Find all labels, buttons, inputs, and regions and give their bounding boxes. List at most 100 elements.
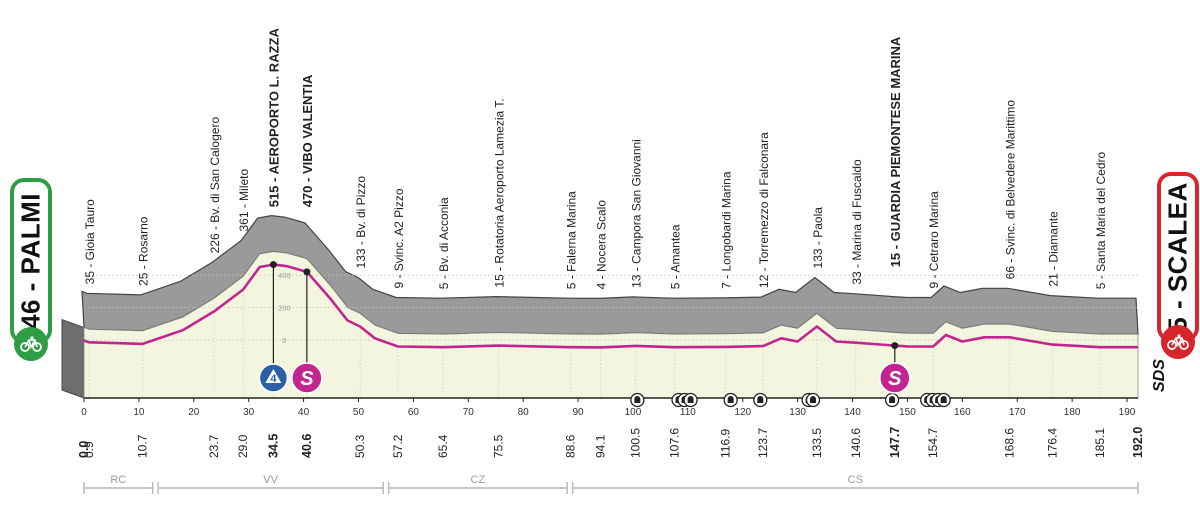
tunnel-arch bbox=[757, 396, 764, 403]
distance-label: 176.4 bbox=[1045, 428, 1059, 458]
kom-category: 4 bbox=[270, 373, 277, 385]
distance-label: 185.1 bbox=[1093, 428, 1107, 458]
x-tick-label: 160 bbox=[954, 407, 971, 418]
marker-dot bbox=[269, 261, 277, 269]
location-label: 5 - Santa Maria del Cedro bbox=[1094, 151, 1108, 289]
distance-label: 147.7 bbox=[888, 427, 902, 458]
tunnel-icon bbox=[753, 392, 768, 408]
tunnel-arch bbox=[940, 396, 947, 403]
x-tick-label: 0 bbox=[81, 407, 87, 418]
profile-left-cap bbox=[61, 318, 85, 399]
x-tick-label: 90 bbox=[573, 407, 585, 418]
location-label: 7 - Longobardi Marina bbox=[720, 171, 734, 289]
distance-label: 0.0 bbox=[77, 441, 91, 458]
finish-badge: 5 - SCALEA bbox=[1157, 172, 1199, 359]
location-label: 33 - Marina di Fuscaldo bbox=[850, 159, 864, 285]
location-label: 515 - AEROPORTO L. RAZZA bbox=[266, 28, 281, 208]
x-tick-label: 180 bbox=[1064, 407, 1081, 418]
brand-logo: SDS bbox=[1151, 359, 1168, 392]
start-label: 46 - PALMI bbox=[15, 193, 46, 329]
location-label: 13 - Campora San Giovanni bbox=[630, 139, 644, 288]
x-tick-label: 140 bbox=[844, 407, 861, 418]
x-tick-label: 40 bbox=[298, 407, 310, 418]
tunnel-icon bbox=[683, 392, 698, 408]
tunnel-icon bbox=[805, 392, 821, 408]
bicycle-icon bbox=[14, 327, 48, 361]
location-label: 133 - Paola bbox=[811, 207, 825, 269]
x-tick-label: 100 bbox=[625, 407, 642, 418]
distance-label: 40.6 bbox=[300, 434, 314, 458]
tunnel-arch bbox=[634, 396, 641, 403]
distance-label: 88.6 bbox=[563, 434, 577, 458]
location-label: 9 - Cetraro Marina bbox=[927, 191, 941, 289]
distance-label: 133.5 bbox=[810, 428, 824, 458]
x-tick-label: 50 bbox=[353, 407, 365, 418]
distance-label: 29.0 bbox=[236, 434, 250, 458]
x-tick-label: 190 bbox=[1119, 407, 1136, 418]
distance-label: 75.5 bbox=[491, 434, 505, 458]
location-label: 21 - Diamante bbox=[1046, 211, 1060, 287]
distance-label: 50.3 bbox=[353, 434, 367, 458]
x-tick-label: 110 bbox=[680, 407, 696, 418]
distance-label: 100.5 bbox=[629, 428, 643, 458]
bicycle-icon bbox=[1161, 325, 1195, 359]
province-label: CS bbox=[848, 474, 863, 486]
location-label: 9 - Svinc. A2 Pizzo bbox=[392, 188, 406, 288]
x-tick-label: 80 bbox=[518, 407, 530, 418]
sprint-badge bbox=[879, 362, 911, 394]
location-label: 12 - Torremezzo di Falconara bbox=[757, 132, 771, 288]
province-label: VV bbox=[263, 474, 278, 486]
tunnel-icon bbox=[723, 392, 738, 408]
location-label: 35 - Gioia Tauro bbox=[83, 199, 97, 284]
x-tick-label: 170 bbox=[1009, 407, 1026, 418]
distance-label: 23.7 bbox=[207, 434, 221, 458]
altitude-tick-label: 400 bbox=[278, 271, 291, 280]
distance-label: 168.6 bbox=[1003, 428, 1017, 458]
x-tick-label: 120 bbox=[734, 407, 751, 418]
location-label: 25 - Rosarno bbox=[137, 216, 151, 286]
distance-label: 107.6 bbox=[668, 428, 682, 458]
location-label: 5 - Bv. di Acconia bbox=[437, 197, 451, 289]
province-label: RC bbox=[110, 474, 126, 486]
distance-label: 140.6 bbox=[849, 428, 863, 458]
sprint-badge-label: S bbox=[888, 368, 902, 390]
distance-label: 192.0 bbox=[1131, 427, 1145, 458]
altitude-tick-label: 200 bbox=[278, 304, 291, 313]
location-label: 5 - Amantea bbox=[669, 224, 683, 289]
x-tick-label: 60 bbox=[408, 407, 420, 418]
distance-label: 10.7 bbox=[136, 434, 150, 458]
altitude-tick-label: 0 bbox=[282, 336, 286, 345]
x-tick-label: 20 bbox=[188, 407, 200, 418]
distance-label: 116.9 bbox=[719, 429, 733, 458]
distance-label: 94.1 bbox=[594, 434, 608, 458]
sprint-badge-label: S bbox=[300, 368, 314, 390]
x-tick-label: 30 bbox=[243, 407, 255, 418]
marker-dot bbox=[303, 268, 311, 276]
x-tick-label: 10 bbox=[133, 407, 145, 418]
tunnel-icon bbox=[936, 392, 951, 408]
route-line bbox=[83, 263, 1138, 349]
profile-face bbox=[83, 251, 1139, 399]
marker-dot bbox=[891, 342, 899, 350]
location-label: 133 - Bv. di Pizzo bbox=[354, 176, 368, 269]
start-badge: 46 - PALMI bbox=[10, 178, 52, 361]
location-label: 15 - GUARDIA PIEMONTESE MARINA bbox=[888, 36, 903, 267]
tunnel-arch bbox=[889, 396, 896, 403]
sprint-badge bbox=[291, 362, 323, 394]
tunnel-icon bbox=[630, 392, 645, 408]
location-label: 15 - Rotatoria Aeroporto Lamezia T. bbox=[492, 98, 506, 287]
location-label: 4 - Nocera Scalo bbox=[595, 200, 609, 290]
x-tick-label: 70 bbox=[463, 407, 475, 418]
distance-label: 65.4 bbox=[436, 434, 450, 458]
distance-label: 123.7 bbox=[756, 428, 770, 458]
location-label: 5 - Falerna Marina bbox=[564, 191, 578, 289]
tunnel-arch bbox=[727, 396, 734, 403]
distance-label: 154.7 bbox=[926, 428, 940, 458]
distance-label: 34.5 bbox=[266, 434, 280, 458]
location-label: 470 - VIBO VALENTIA bbox=[300, 74, 315, 207]
distance-label: 57.2 bbox=[391, 434, 405, 458]
province-label: CZ bbox=[471, 474, 486, 486]
mountain-icon bbox=[265, 369, 282, 383]
